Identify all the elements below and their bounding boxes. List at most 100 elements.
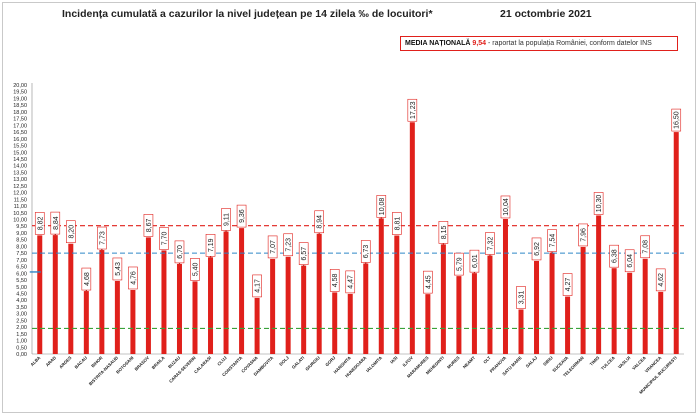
bar bbox=[192, 281, 198, 354]
y-tick-label: 2,00 bbox=[16, 325, 27, 331]
value-label: 3,31 bbox=[519, 291, 526, 305]
bar bbox=[176, 263, 182, 354]
legend-note: - raportat la populația României, confor… bbox=[488, 40, 652, 47]
x-category-label: GORJ bbox=[324, 355, 337, 368]
value-label: 10,08 bbox=[379, 198, 386, 216]
y-tick-label: 18,00 bbox=[13, 110, 27, 116]
x-category-label: ARGES bbox=[58, 355, 72, 369]
y-tick-label: 17,00 bbox=[13, 123, 27, 129]
y-tick-label: 6,50 bbox=[16, 265, 27, 271]
value-label-box bbox=[190, 258, 200, 281]
value-label-box bbox=[485, 232, 495, 255]
y-tick-label: 20,00 bbox=[13, 83, 27, 89]
value-label: 8,84 bbox=[53, 216, 60, 230]
bar bbox=[208, 257, 214, 354]
value-label-box bbox=[236, 204, 247, 228]
bar bbox=[565, 296, 571, 354]
bar bbox=[130, 289, 136, 354]
bar bbox=[83, 291, 89, 354]
value-label: 6,57 bbox=[301, 247, 308, 261]
y-tick-label: 15,00 bbox=[13, 150, 27, 156]
value-label: 8,20 bbox=[68, 225, 75, 239]
value-label-box bbox=[454, 252, 464, 276]
x-category-label: BUZAU bbox=[167, 355, 181, 369]
bar bbox=[270, 258, 276, 354]
value-label: 7,73 bbox=[99, 231, 106, 245]
value-label-box bbox=[655, 268, 666, 292]
y-tick-label: 3,00 bbox=[16, 312, 27, 318]
bar bbox=[239, 228, 245, 354]
value-label-box bbox=[267, 235, 278, 259]
y-tick-label: 11,50 bbox=[14, 197, 27, 203]
bar bbox=[409, 122, 415, 354]
value-label: 4,45 bbox=[425, 275, 432, 289]
bar bbox=[394, 235, 400, 354]
bar bbox=[425, 294, 431, 354]
value-label: 4,62 bbox=[658, 273, 665, 287]
value-label: 4,76 bbox=[130, 271, 137, 285]
value-label-box bbox=[34, 212, 45, 235]
x-category-label: IASI bbox=[389, 355, 398, 364]
bar bbox=[487, 255, 493, 354]
y-tick-label: 4,50 bbox=[16, 291, 27, 297]
y-tick-label: 19,00 bbox=[13, 96, 27, 102]
y-tick-label: 12,50 bbox=[13, 184, 27, 190]
y-tick-label: 8,00 bbox=[16, 244, 27, 250]
value-label: 16,50 bbox=[674, 111, 681, 129]
value-label-box bbox=[128, 266, 138, 290]
y-tick-label: 16,00 bbox=[13, 137, 27, 143]
value-label-box bbox=[671, 108, 682, 132]
value-label: 7,07 bbox=[270, 240, 277, 254]
x-category-label: TULCEA bbox=[600, 355, 616, 371]
y-tick-label: 12,00 bbox=[13, 191, 27, 197]
x-category-label: TIMIS bbox=[589, 355, 601, 367]
chart-frame bbox=[2, 2, 696, 413]
y-tick-label: 14,00 bbox=[13, 164, 27, 170]
value-label-box bbox=[50, 211, 61, 235]
value-label: 6,04 bbox=[627, 254, 634, 268]
value-label-box bbox=[314, 210, 324, 234]
value-label: 10,04 bbox=[503, 198, 510, 216]
value-label-box bbox=[66, 220, 76, 244]
x-category-label: BIHOR bbox=[90, 355, 104, 369]
value-label-box bbox=[516, 286, 526, 309]
y-tick-label: 19,50 bbox=[13, 90, 27, 96]
value-label-box bbox=[329, 269, 340, 292]
bar bbox=[456, 276, 462, 354]
y-tick-label: 10,50 bbox=[13, 211, 27, 217]
value-label-box bbox=[547, 229, 557, 252]
value-label-box bbox=[578, 223, 588, 247]
bar bbox=[642, 258, 648, 354]
value-label: 5,43 bbox=[115, 262, 122, 276]
value-label-box bbox=[112, 257, 123, 281]
value-label-box bbox=[392, 212, 402, 235]
value-label-box bbox=[624, 249, 635, 273]
y-tick-label: 14,50 bbox=[13, 157, 27, 163]
x-category-label: GIURGIU bbox=[304, 355, 321, 372]
y-tick-label: 3,50 bbox=[16, 305, 27, 311]
x-category-label: GALATI bbox=[291, 355, 306, 370]
y-tick-label: 5,50 bbox=[16, 278, 27, 284]
value-label-box bbox=[609, 244, 619, 268]
chart-date: 21 octombrie 2021 bbox=[500, 8, 592, 20]
bar bbox=[68, 243, 74, 354]
bar bbox=[363, 263, 369, 354]
legend-value: 9,54 bbox=[472, 40, 487, 47]
x-category-label: BRASOV bbox=[134, 355, 151, 372]
y-tick-label: 15,50 bbox=[13, 144, 27, 150]
y-tick-label: 9,50 bbox=[16, 224, 27, 230]
bar bbox=[37, 235, 43, 354]
bar bbox=[254, 297, 260, 354]
y-tick-label: 6,00 bbox=[16, 271, 27, 277]
y-tick-label: 0,50 bbox=[16, 345, 27, 351]
y-tick-label: 1,50 bbox=[16, 332, 27, 338]
y-tick-label: 1,00 bbox=[16, 339, 27, 345]
value-label-box bbox=[469, 249, 480, 273]
value-label: 7,19 bbox=[208, 238, 215, 252]
y-tick-label: 10,00 bbox=[13, 218, 27, 224]
value-label-box bbox=[174, 240, 185, 264]
value-label-box bbox=[298, 242, 309, 265]
bar bbox=[580, 246, 586, 354]
value-label: 17,23 bbox=[410, 101, 417, 119]
